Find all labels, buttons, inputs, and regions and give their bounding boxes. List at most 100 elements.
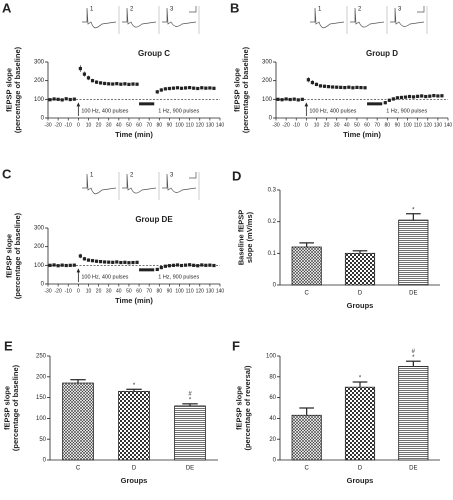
trace: [350, 7, 385, 28]
data-point: [86, 76, 91, 80]
y-tick-label: 0: [43, 458, 47, 464]
trace-label: 3: [170, 7, 174, 13]
data-point: [167, 86, 172, 91]
data-point: [115, 260, 119, 264]
x-tick-label: -10: [293, 122, 300, 128]
data-point: [60, 263, 64, 267]
data-point: [135, 260, 139, 264]
data-point: [167, 264, 172, 268]
data-point: [135, 82, 139, 86]
x-tick-label: 10: [86, 122, 92, 128]
stimulus-label: 1 Hz, 900 pulses: [158, 274, 199, 280]
data-point: [111, 82, 115, 86]
arrow-head: [304, 102, 309, 107]
data-point: [188, 85, 192, 90]
data-point: [383, 101, 387, 105]
data-point: [171, 86, 176, 90]
y-tick-label: 100: [34, 263, 45, 269]
arrow-head: [76, 268, 81, 273]
data-point: [90, 79, 95, 83]
x-tick-label: 30: [106, 122, 112, 128]
x-tick-label: 140: [216, 122, 225, 128]
data-point: [127, 261, 131, 265]
x-tick-label: DE: [409, 291, 417, 297]
y-axis-label: Baseline fEPSP: [237, 210, 246, 265]
bar: [398, 219, 429, 286]
data-point: [56, 264, 60, 268]
data-point: [56, 97, 60, 101]
x-tick-label: 0: [77, 288, 80, 294]
x-axis-label: Time (min): [115, 296, 153, 305]
data-point: [440, 94, 444, 98]
data-point: [72, 263, 76, 267]
x-tick-label: 20: [324, 122, 330, 128]
trace-label: 3: [398, 7, 402, 13]
y-tick-label: 200: [34, 244, 45, 250]
data-point: [99, 81, 103, 85]
panel-letter: C: [2, 166, 12, 181]
stimulus-label: 1 Hz, 900 pulses: [158, 108, 199, 114]
data-point: [123, 260, 127, 264]
data-point: [208, 263, 212, 267]
data-point: [399, 95, 404, 100]
x-tick-label: 70: [374, 122, 380, 128]
x-tick-label: 110: [186, 288, 194, 294]
trace-label: 2: [130, 173, 134, 179]
data-point: [119, 260, 123, 265]
trace-label: 3: [170, 173, 174, 179]
lfs-bar: [139, 268, 155, 272]
x-tick-label: 50: [126, 122, 132, 128]
y-tick-label: 100: [266, 354, 277, 360]
x-tick-label: 20: [96, 288, 102, 294]
data-point: [94, 80, 99, 84]
data-point: [64, 263, 68, 268]
x-tick-label: 50: [126, 288, 132, 294]
x-tick-label: 100: [403, 122, 412, 128]
stimulus-label: 100 Hz, 400 pulses: [309, 108, 356, 114]
x-tick-label: -30: [44, 122, 51, 128]
x-tick-label: 20: [96, 122, 102, 128]
y-axis-label: (percentage of reversal): [243, 365, 252, 451]
x-axis-label: Groups: [347, 476, 374, 485]
data-point: [288, 97, 292, 102]
data-point: [52, 97, 56, 101]
x-tick-label: DE: [186, 466, 194, 472]
bar: [62, 382, 94, 461]
y-axis-label: fEPSP slope: [235, 386, 244, 430]
data-point: [347, 85, 351, 89]
data-point: [296, 98, 300, 102]
x-tick-label: 80: [157, 122, 163, 128]
data-point: [306, 78, 310, 82]
data-point: [310, 80, 315, 85]
data-point: [68, 97, 72, 102]
data-point: [204, 86, 208, 90]
data-point: [327, 85, 331, 89]
x-tick-label: 50: [354, 122, 360, 128]
y-tick-label: 0: [41, 282, 45, 288]
y-tick-label: 80: [269, 374, 276, 380]
data-point: [184, 263, 188, 267]
data-point: [131, 82, 135, 86]
bar: [118, 390, 150, 461]
x-tick-label: -20: [283, 122, 290, 128]
y-tick-label: 200: [34, 78, 45, 84]
bar: [291, 246, 322, 286]
trace-label: 1: [90, 173, 94, 179]
data-point: [86, 258, 91, 262]
x-axis-label: Time (min): [115, 130, 153, 139]
data-point: [424, 94, 428, 99]
data-point: [192, 86, 196, 90]
y-tick-label: 0: [273, 283, 277, 289]
significance-marker: *: [412, 207, 415, 213]
data-point: [99, 260, 103, 264]
data-point: [159, 88, 163, 92]
data-point: [280, 98, 284, 102]
data-point: [391, 97, 395, 101]
data-point: [300, 97, 304, 101]
data-point: [78, 66, 82, 71]
arrow-head: [76, 102, 81, 107]
x-tick-label: D: [358, 466, 363, 472]
data-point: [127, 82, 131, 86]
x-tick-label: 30: [106, 288, 112, 294]
data-point: [314, 82, 319, 86]
